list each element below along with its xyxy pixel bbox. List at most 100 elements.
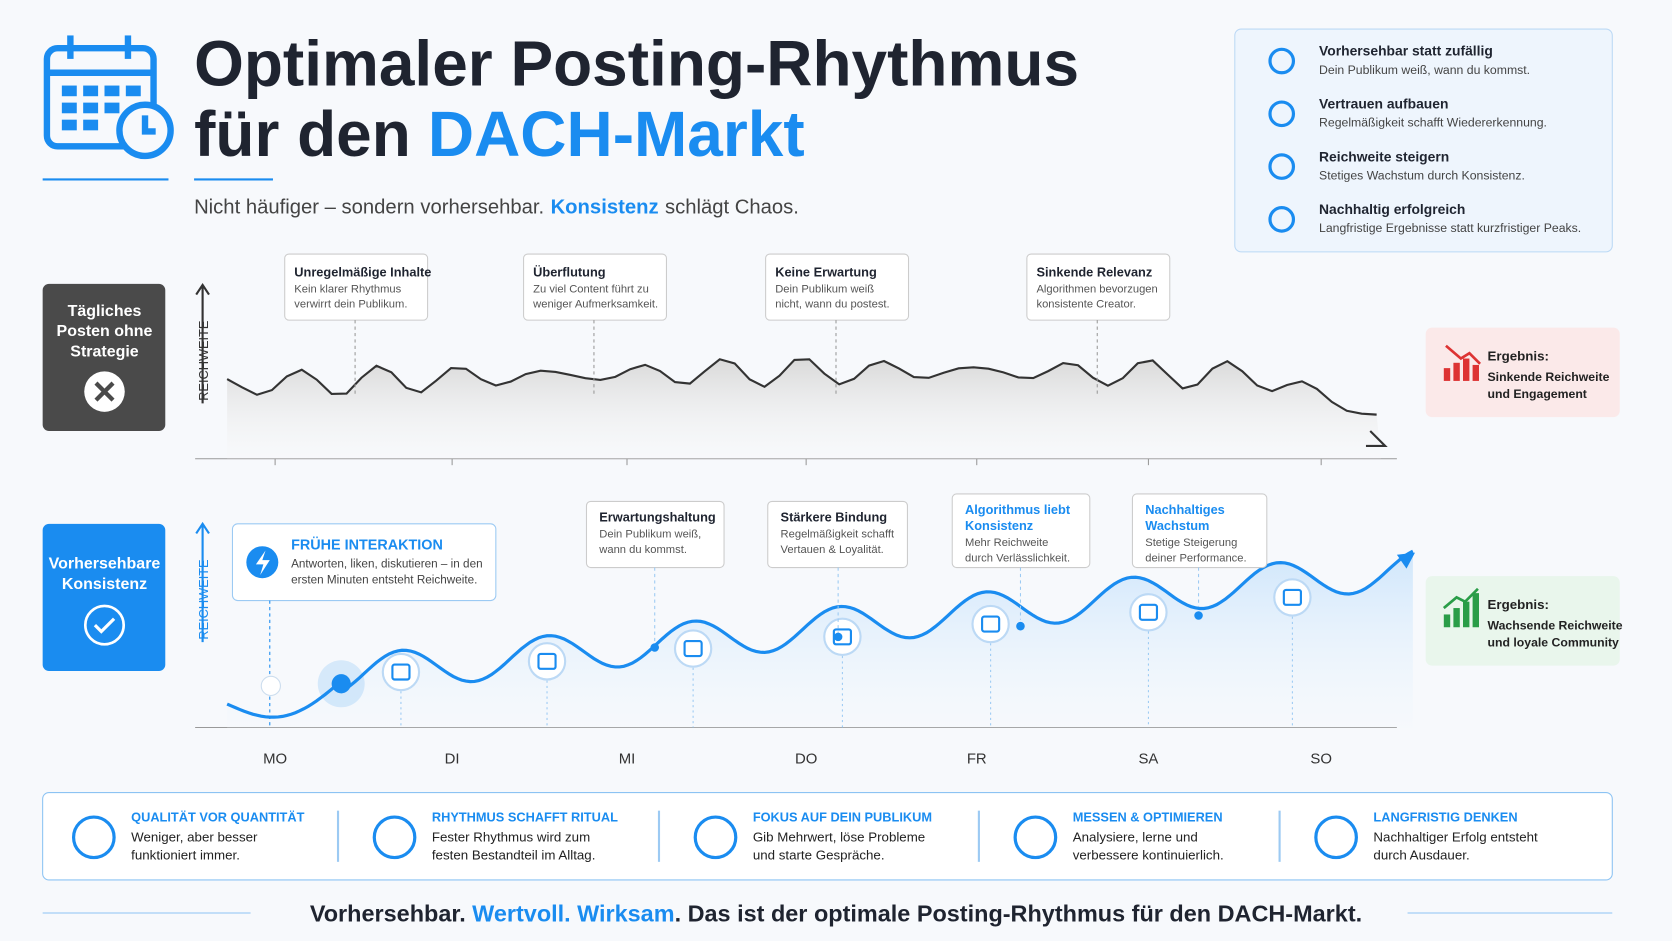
callout-text: verwirrt dein Publikum. [294, 298, 407, 310]
chaos-area [227, 359, 1381, 459]
growth-line [226, 549, 1414, 719]
tip-title: MESSEN & OPTIMIEREN [1073, 809, 1223, 824]
tip-text: und starte Gespräche. [753, 848, 885, 863]
tip-icon [71, 815, 116, 860]
callout-text: Dein Publikum weiß, [599, 529, 701, 541]
point [260, 675, 281, 697]
callout-text: nicht, wann du postest. [775, 298, 889, 310]
callout-title: Unregelmäßige Inhalte [294, 264, 431, 279]
point [1194, 611, 1203, 620]
benefit-text: Langfristige Ergebnisse statt kurzfristi… [1319, 221, 1581, 235]
callout-title: Keine Erwartung [775, 264, 877, 279]
tip-icon [372, 815, 417, 860]
bolt [255, 550, 270, 575]
node-calendar [537, 652, 557, 670]
result-label: Ergebnis: [1488, 597, 1549, 612]
tip-title: LANGFRISTIG DENKEN [1373, 809, 1517, 824]
callout-text: Dein Publikum weiß [775, 283, 874, 295]
chaos-label: Posten ohne [57, 323, 153, 340]
callout-text: konsistente Creator. [1036, 298, 1136, 310]
point [331, 674, 351, 694]
callout-text: ersten Minuten entsteht Reichweite. [291, 574, 477, 587]
tips-box [42, 791, 1613, 881]
benefit-title: Reichweite steigern [1319, 148, 1449, 164]
axis-label: REICHWEITE [196, 321, 211, 401]
check-icon [83, 604, 126, 646]
footer-highlight: Wirksam [577, 901, 675, 927]
callout-text: Regelmäßigkeit schafft [781, 529, 895, 541]
tip-text: verbessere kontinuierlich. [1073, 848, 1224, 863]
benefit-icon [1268, 47, 1296, 75]
tip-title: RHYTHMUS SCHAFFT RITUAL [432, 809, 618, 824]
point [1016, 621, 1025, 631]
growth-area [227, 551, 1413, 728]
day-label: SA [1138, 751, 1158, 768]
benefits-box [1234, 28, 1613, 253]
callout-title: FRÜHE INTERAKTION [291, 536, 443, 553]
callout-text: wann du kommst. [598, 544, 687, 556]
day-label: DO [795, 751, 817, 768]
callout-text: weniger Aufmerksamkeit. [532, 298, 658, 310]
callout-text: Stetige Steigerung [1145, 537, 1237, 549]
tip-text: Weniger, aber besser [131, 830, 258, 845]
node-calendar [981, 615, 1001, 633]
tip-text: Nachhaltiger Erfolg entsteht [1373, 830, 1538, 845]
title-highlight: DACH-Markt [428, 98, 805, 170]
tip-icon [1013, 815, 1058, 860]
node [1273, 578, 1312, 617]
footer-part: . Das ist der optimale Posting-Rhythmus … [675, 901, 1363, 927]
axis-arrow [195, 521, 210, 643]
result-label: Ergebnis: [1488, 349, 1549, 364]
day-label: DI [445, 751, 460, 768]
node-calendar [391, 663, 411, 681]
callout-title: Überflutung [533, 264, 605, 279]
x-mark [94, 381, 115, 402]
check-mark [93, 617, 116, 634]
tip-icon [1314, 815, 1358, 860]
point [833, 632, 843, 642]
chaos-label-box [42, 283, 166, 432]
benefit-icon [1268, 100, 1296, 128]
day-label: FR [967, 751, 987, 768]
benefit-icon [1268, 153, 1296, 180]
benefit-title: Vertrauen aufbauen [1319, 95, 1448, 111]
subtitle-part: schlägt Chaos. [665, 197, 799, 219]
tip-text: Fester Rhythmus wird zum [432, 830, 590, 845]
callout [523, 253, 667, 321]
callout-title: Nachhaltiges [1145, 502, 1225, 517]
callout [1131, 493, 1268, 569]
callout-title: Konsistenz [965, 518, 1033, 533]
tip-text: funktioniert immer. [131, 848, 240, 863]
callout-text: Zu viel Content führt zu [533, 283, 649, 295]
node-calendar [1282, 588, 1302, 606]
day-label: MI [619, 751, 636, 768]
callout-title: Stärkere Bindung [781, 510, 888, 525]
day-label: SO [1310, 751, 1332, 768]
footer: Vorhersehbar. Wertvoll. Wirksam. Das ist d… [310, 901, 1362, 927]
benefit-icon [1268, 206, 1296, 233]
point [650, 643, 659, 652]
callout-text: Mehr Reichweite [965, 537, 1048, 549]
content: Vorhersehbar statt zufällig Dein Publikum… [49, 43, 1623, 863]
footer-highlight: Wertvoll. [472, 901, 571, 927]
chaos-label: Strategie [70, 343, 139, 360]
callout-text: durch Verlässlichkeit. [965, 553, 1070, 565]
callout-text: Vertauen & Loyalität. [781, 544, 884, 556]
callout [1026, 253, 1171, 321]
node [1129, 593, 1168, 632]
subtitle: Nicht häufiger – sondern vorhersehbar. Ko… [194, 197, 799, 219]
callout-title: Wachstum [1145, 518, 1209, 533]
callout [765, 253, 910, 321]
title: Optimaler Posting-Rhythmus [194, 28, 1079, 100]
node [971, 604, 1010, 644]
node [381, 652, 421, 692]
result-text: und loyale Community [1488, 635, 1620, 649]
consistency-label-box [42, 523, 166, 671]
callout-text: Kein klarer Rhythmus [294, 283, 401, 295]
tip-title: FOKUS AUF DEIN PUBLIKUM [753, 809, 932, 824]
axis-arrow [195, 283, 210, 404]
callout-text: deiner Performance. [1145, 553, 1246, 565]
result-text: Wachsende Reichweite [1488, 618, 1623, 632]
footer-part: Vorhersehbar. [310, 901, 466, 927]
day-label: MO [263, 751, 287, 768]
